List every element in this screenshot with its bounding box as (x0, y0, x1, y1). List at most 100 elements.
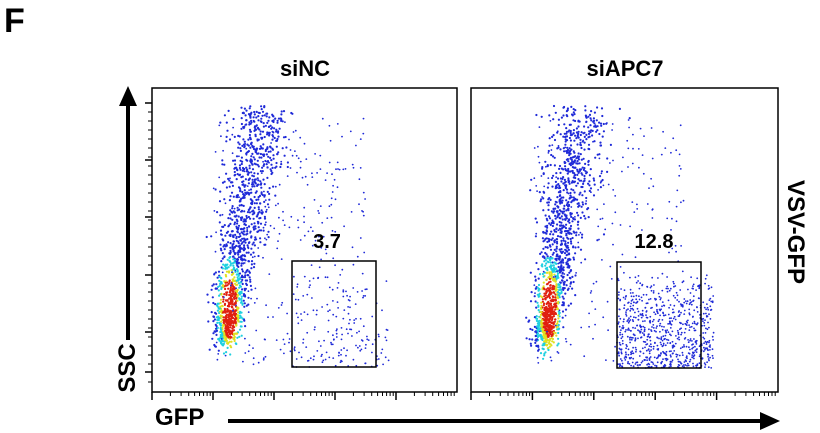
event-dot (362, 191, 365, 194)
event-dot (667, 331, 670, 334)
event-dot (351, 246, 354, 249)
event-dot (539, 313, 543, 316)
event-dot (629, 338, 631, 341)
event-dot (660, 361, 663, 364)
event-dot (652, 290, 655, 292)
event-dot (342, 168, 345, 171)
event-dot (337, 168, 339, 170)
event-dot (665, 359, 668, 362)
event-dot (218, 339, 221, 342)
event-dot (657, 320, 660, 323)
event-dot (256, 147, 259, 150)
event-dot (560, 230, 563, 233)
event-dot (244, 184, 247, 187)
event-dot (303, 234, 306, 237)
event-dot (259, 130, 262, 133)
event-dot (255, 215, 258, 218)
event-dot (707, 358, 710, 360)
event-dot (240, 334, 243, 337)
event-dot (241, 190, 244, 194)
event-dot (244, 337, 246, 340)
event-dot (225, 291, 228, 294)
event-dot (306, 313, 309, 316)
event-dot (630, 353, 632, 356)
event-dot (557, 314, 560, 317)
event-dot (631, 319, 634, 321)
event-dot (243, 262, 246, 264)
event-dot (629, 309, 632, 312)
event-dot (263, 243, 266, 246)
event-dot (297, 226, 300, 229)
event-dot (606, 170, 609, 173)
event-dot (562, 239, 565, 242)
event-dot (311, 297, 313, 299)
event-dot (707, 353, 710, 356)
event-dot (612, 243, 614, 246)
event-dot (708, 287, 711, 290)
event-dot (303, 206, 306, 209)
event-dot (243, 318, 246, 321)
event-dot (341, 333, 343, 336)
event-dot (562, 301, 565, 304)
event-dot (672, 294, 675, 297)
event-dot (211, 296, 214, 299)
event-dot (529, 327, 532, 331)
event-dot (546, 240, 549, 243)
event-dot (622, 296, 625, 299)
event-dot (537, 293, 540, 296)
event-dot (247, 247, 250, 250)
event-dot (559, 217, 562, 220)
event-dot (572, 129, 576, 132)
event-dot (560, 243, 563, 246)
event-dot (639, 364, 642, 366)
event-dot (554, 268, 557, 271)
event-dot (664, 334, 667, 337)
event-dot (306, 183, 309, 186)
event-dot (258, 217, 261, 220)
event-dot (711, 354, 714, 357)
event-dot (549, 274, 552, 277)
event-dot (564, 292, 567, 295)
event-dot (250, 260, 254, 263)
event-dot (253, 110, 256, 114)
event-dot (541, 167, 544, 170)
event-dot (548, 342, 551, 345)
event-dot (256, 159, 259, 162)
event-dot (252, 147, 256, 151)
event-dot (550, 264, 554, 267)
event-dot (542, 270, 545, 273)
event-dot (647, 348, 650, 351)
event-dot (256, 163, 259, 166)
event-dot (642, 340, 645, 343)
event-dot (224, 354, 227, 357)
event-dot (216, 358, 219, 361)
event-dot (588, 325, 590, 328)
event-dot (671, 247, 674, 250)
event-dot (545, 302, 548, 306)
event-dot (260, 137, 263, 140)
event-dot (240, 300, 243, 303)
event-dot (233, 223, 236, 226)
event-dot (590, 110, 593, 113)
event-dot (669, 333, 671, 336)
event-dot (675, 220, 678, 223)
event-dot (566, 151, 570, 154)
event-dot (671, 330, 674, 333)
event-dot (253, 244, 256, 247)
event-dot (641, 154, 644, 157)
event-dot (619, 344, 622, 346)
event-dot (276, 137, 279, 141)
event-dot (244, 218, 247, 221)
event-dot (656, 336, 658, 339)
event-dot (567, 229, 570, 232)
event-dot (352, 166, 355, 169)
event-dot (259, 202, 262, 205)
event-dot (668, 200, 671, 203)
event-dot (262, 226, 265, 229)
event-dot (543, 331, 546, 334)
event-dot (665, 353, 667, 356)
event-dot (542, 190, 545, 193)
event-dot (229, 252, 232, 255)
event-dot (601, 135, 604, 138)
event-dot (590, 191, 592, 194)
